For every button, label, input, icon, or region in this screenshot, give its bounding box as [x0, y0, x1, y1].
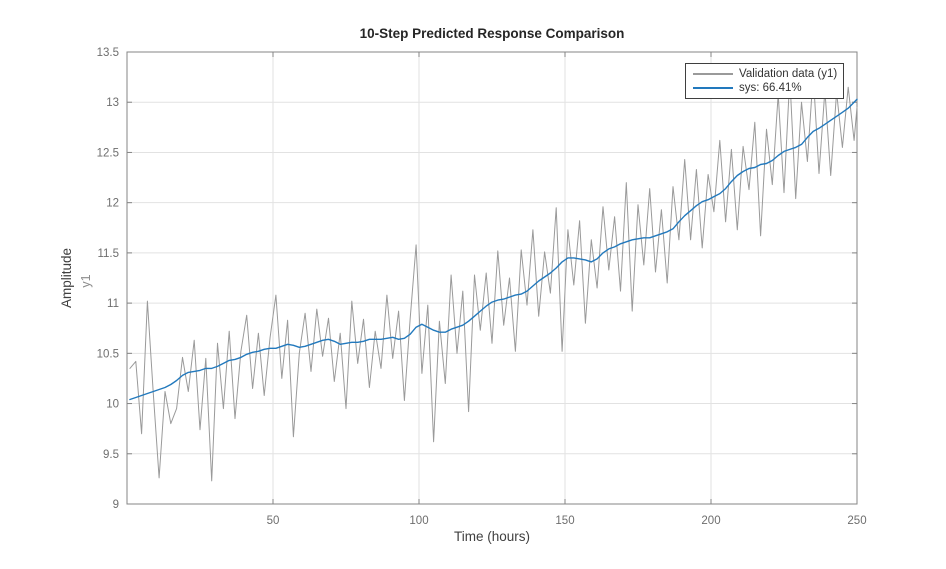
sys-prediction-series: [129, 98, 858, 401]
plot-area-border: [126, 51, 858, 505]
legend-line-sample-validation: [693, 73, 733, 75]
y-tick-label: 9: [113, 499, 119, 511]
legend-item-sys: sys: 66.41%: [693, 81, 837, 95]
y-tick-label: 11.5: [97, 248, 119, 260]
series-layer: [129, 73, 858, 482]
x-tick-label: 150: [555, 515, 574, 527]
y-tick-label: 10: [106, 399, 119, 411]
y-tick-label: 13.5: [97, 47, 119, 59]
x-tick-label: 100: [409, 515, 428, 527]
validation-data-series: [129, 73, 858, 482]
legend-label-sys: sys: 66.41%: [739, 82, 802, 94]
y-tick-label: 11: [107, 298, 119, 310]
grid-layer: [127, 52, 858, 504]
legend-label-validation: Validation data (y1): [739, 68, 838, 80]
tick-labels-layer: 50 100 150 200 250 9 9.5 10 10.5 11 11.5 12 12.5 13 13…: [97, 47, 867, 527]
y-axis-channel-label: y1: [79, 274, 93, 287]
y-tick-label: 9.5: [103, 449, 119, 461]
y-tick-label: 12: [106, 198, 119, 210]
y-tick-label: 13: [106, 97, 119, 109]
legend-line-sample-sys: [693, 87, 733, 89]
y-tick-label: 12.5: [97, 147, 119, 159]
chart-title: 10-Step Predicted Response Comparison: [360, 26, 625, 41]
tick-marks-layer: [127, 51, 858, 505]
x-axis-label: Time (hours): [454, 529, 530, 544]
legend-item-validation: Validation data (y1): [693, 67, 837, 81]
x-tick-label: 200: [701, 515, 720, 527]
y-axis-label: Amplitude: [59, 248, 74, 308]
legend: Validation data (y1) sys: 66.41%: [685, 63, 844, 99]
x-tick-label: 250: [847, 515, 866, 527]
x-tick-label: 50: [267, 515, 280, 527]
y-tick-label: 10.5: [97, 348, 119, 360]
